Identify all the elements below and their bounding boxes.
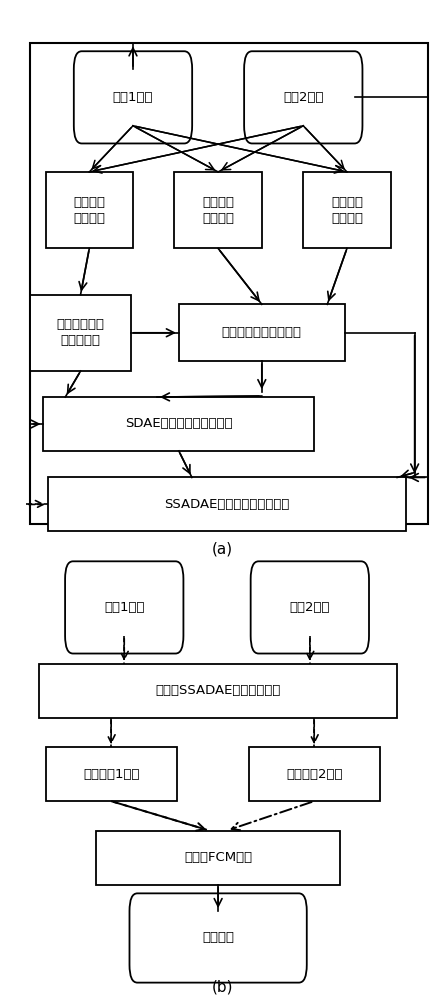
FancyBboxPatch shape: [179, 304, 345, 361]
FancyBboxPatch shape: [303, 172, 391, 248]
Text: 生成大尺
度差异图: 生成大尺 度差异图: [331, 196, 363, 225]
FancyBboxPatch shape: [46, 747, 177, 801]
FancyBboxPatch shape: [30, 295, 131, 371]
FancyBboxPatch shape: [244, 51, 362, 143]
FancyBboxPatch shape: [48, 477, 406, 531]
Text: (b): (b): [212, 980, 233, 995]
FancyBboxPatch shape: [46, 172, 133, 248]
Text: 生成时相2特征: 生成时相2特征: [286, 768, 343, 781]
FancyBboxPatch shape: [44, 397, 314, 451]
Bar: [30, 43, 428, 524]
FancyBboxPatch shape: [39, 664, 397, 718]
Text: SSADAE网络学习得权重参数: SSADAE网络学习得权重参数: [164, 498, 290, 511]
Text: 生成小尺
度差异图: 生成小尺 度差异图: [73, 196, 105, 225]
FancyBboxPatch shape: [129, 893, 307, 983]
Text: 时相2图像: 时相2图像: [283, 91, 324, 104]
Text: 生成多尺度差异指导图: 生成多尺度差异指导图: [222, 326, 302, 339]
FancyBboxPatch shape: [65, 561, 183, 654]
FancyBboxPatch shape: [249, 747, 380, 801]
Text: 计算邻域标准
差均値比图: 计算邻域标准 差均値比图: [57, 318, 105, 347]
Text: 生成中尺
度差异图: 生成中尺 度差异图: [202, 196, 234, 225]
Text: 时相1图像: 时相1图像: [113, 91, 153, 104]
FancyBboxPatch shape: [74, 51, 192, 143]
FancyBboxPatch shape: [96, 831, 340, 885]
FancyBboxPatch shape: [251, 561, 369, 654]
Text: (a): (a): [212, 542, 233, 557]
Text: 时相2图像: 时相2图像: [290, 601, 330, 614]
Text: 检测结果: 检测结果: [202, 931, 234, 944]
Text: 相减后FCM分类: 相减后FCM分类: [184, 851, 252, 864]
Text: 时相1图像: 时相1图像: [104, 601, 145, 614]
Text: SDAE网络学习得权重参数: SDAE网络学习得权重参数: [125, 417, 233, 430]
Text: 生成时相1特征: 生成时相1特征: [83, 768, 139, 781]
FancyBboxPatch shape: [174, 172, 262, 248]
Text: 已学习SSADAE网络计算特征: 已学习SSADAE网络计算特征: [155, 684, 281, 697]
